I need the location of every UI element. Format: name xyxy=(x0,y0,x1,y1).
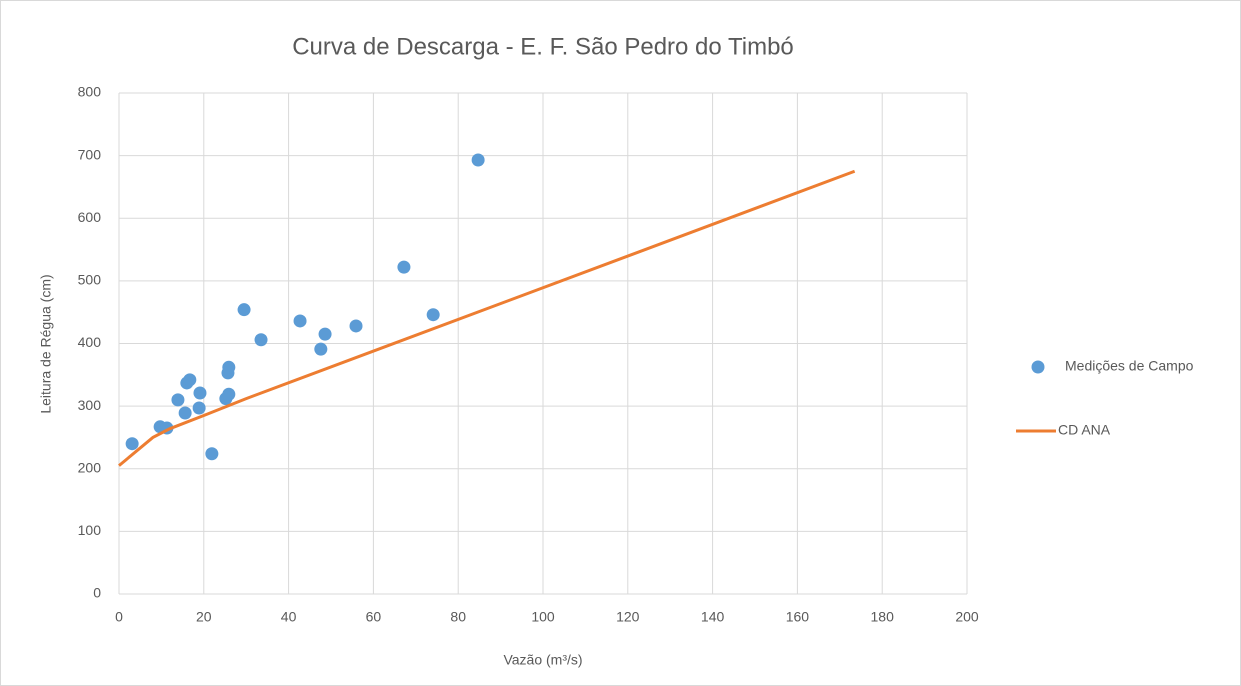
scatter-point xyxy=(397,260,411,274)
legend-label: Medições de Campo xyxy=(1065,358,1194,374)
scatter-point xyxy=(192,401,206,415)
y-axis-title: Leitura de Régua (cm) xyxy=(38,274,54,413)
x-tick-label: 180 xyxy=(871,609,895,625)
scatter-point xyxy=(349,319,363,333)
scatter-point xyxy=(314,342,328,356)
x-tick-label: 100 xyxy=(531,609,555,625)
x-tick-label: 160 xyxy=(786,609,810,625)
scatter-point xyxy=(293,314,307,328)
x-tick-label: 140 xyxy=(701,609,725,625)
y-tick-label: 700 xyxy=(78,146,102,162)
scatter-point xyxy=(222,360,236,374)
scatter-point xyxy=(125,437,139,451)
scatter-point xyxy=(318,327,332,341)
x-tick-label: 20 xyxy=(196,609,212,625)
x-axis-title: Vazão (m³/s) xyxy=(503,652,582,668)
y-tick-label: 200 xyxy=(78,459,102,475)
x-tick-label: 0 xyxy=(115,609,123,625)
x-tick-label: 80 xyxy=(450,609,466,625)
x-tick-label: 40 xyxy=(281,609,297,625)
y-tick-label: 600 xyxy=(78,209,102,225)
scatter-point xyxy=(193,386,207,400)
scatter-point xyxy=(183,373,197,387)
scatter-point xyxy=(205,447,219,461)
x-tick-label: 60 xyxy=(366,609,382,625)
chart-title: Curva de Descarga - E. F. São Pedro do T… xyxy=(292,33,794,60)
scatter-point xyxy=(222,387,236,401)
scatter-point xyxy=(171,393,185,407)
scatter-point xyxy=(471,153,485,167)
scatter-point xyxy=(426,308,440,322)
y-tick-label: 0 xyxy=(93,585,101,601)
y-tick-label: 500 xyxy=(78,272,102,288)
x-tick-label: 120 xyxy=(616,609,640,625)
scatter-point xyxy=(178,406,192,420)
x-tick-label: 200 xyxy=(955,609,979,625)
legend-swatch xyxy=(1031,360,1045,374)
y-tick-label: 800 xyxy=(78,84,102,100)
y-tick-label: 400 xyxy=(78,334,102,350)
line-series xyxy=(118,169,856,467)
scatter-point xyxy=(254,333,268,347)
y-tick-label: 300 xyxy=(78,397,102,413)
legend-label: CD ANA xyxy=(1058,422,1111,438)
y-tick-label: 100 xyxy=(78,522,102,538)
scatter-point xyxy=(237,303,251,317)
